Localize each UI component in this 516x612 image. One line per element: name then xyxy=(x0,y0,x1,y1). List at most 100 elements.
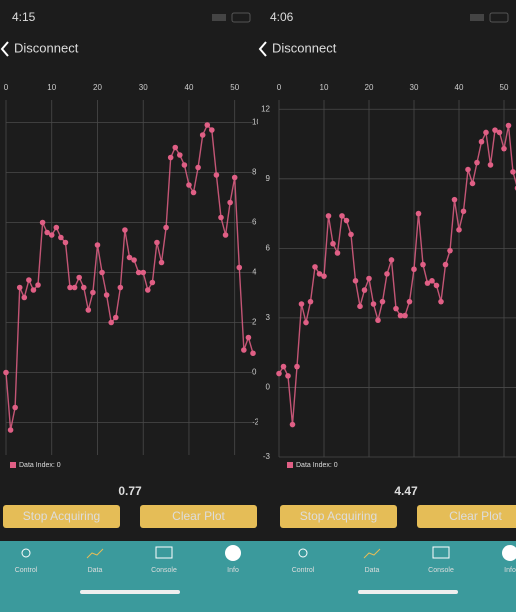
button[interactable] xyxy=(280,505,397,528)
data-point xyxy=(357,303,363,310)
tab-icon[interactable] xyxy=(363,548,381,559)
phone-screen: 4:15 Disconnect 0 10 20 30 40 50 -2 0 2 4 6 8 10 Data I… xyxy=(0,10,261,612)
data-point xyxy=(39,219,46,226)
button-label[interactable]: Stop Acquiring xyxy=(300,509,377,523)
data-point xyxy=(250,350,256,357)
data-point xyxy=(190,189,197,196)
data-point xyxy=(195,164,201,171)
data-point xyxy=(294,363,300,370)
button[interactable] xyxy=(140,505,257,528)
tab-label[interactable]: Console xyxy=(428,567,454,574)
y-tick-label: 9 xyxy=(266,174,271,183)
data-point xyxy=(181,162,188,168)
tab-icon[interactable] xyxy=(298,548,308,558)
legend-label: Data Index: 0 xyxy=(19,462,61,469)
reading-value: 4.47 xyxy=(394,484,418,498)
reading-value: 0.77 xyxy=(118,484,142,498)
data-point xyxy=(334,250,341,256)
data-point xyxy=(316,271,323,277)
x-tick-label: 20 xyxy=(365,83,374,92)
y-tick-label: 6 xyxy=(266,243,271,252)
data-point xyxy=(379,298,386,305)
data-point xyxy=(241,347,247,353)
legend-label: Data Index: 0 xyxy=(296,462,338,469)
tab-icon[interactable] xyxy=(21,548,31,558)
tab-icon[interactable] xyxy=(86,548,104,559)
data-point xyxy=(307,298,314,305)
data-point xyxy=(393,305,399,312)
data-point xyxy=(375,317,381,324)
data-point xyxy=(397,312,404,319)
data-point xyxy=(231,174,238,181)
tab-label[interactable]: Data xyxy=(365,567,380,574)
tab-label[interactable]: Console xyxy=(151,567,177,574)
status-time: 4:15 xyxy=(12,10,36,24)
data-point xyxy=(7,427,14,433)
data-point xyxy=(12,404,18,411)
legend-swatch xyxy=(10,462,16,468)
data-point xyxy=(80,284,87,291)
data-point xyxy=(321,273,327,279)
back-chevron[interactable] xyxy=(0,41,9,57)
data-point xyxy=(35,282,41,288)
data-point xyxy=(62,239,69,246)
data-point xyxy=(99,269,105,276)
nav-title[interactable]: Disconnect xyxy=(14,40,79,55)
button[interactable] xyxy=(417,505,516,528)
data-point xyxy=(361,287,368,293)
data-point xyxy=(451,196,458,203)
y-tick-label: 10 xyxy=(252,118,261,127)
data-point xyxy=(298,301,305,307)
data-point xyxy=(366,275,372,282)
data-point xyxy=(245,334,252,341)
data-point xyxy=(117,284,124,291)
y-tick-label: 6 xyxy=(252,218,257,227)
data-point xyxy=(144,287,151,293)
tab-label[interactable]: Info xyxy=(227,567,239,574)
button-label[interactable]: Stop Acquiring xyxy=(23,509,100,523)
back-chevron[interactable] xyxy=(258,41,267,57)
data-point xyxy=(289,421,296,428)
tab-label[interactable]: Info xyxy=(504,567,516,574)
tab-icon[interactable] xyxy=(155,546,173,559)
y-tick-label: 8 xyxy=(252,168,257,177)
data-point xyxy=(108,319,115,326)
x-tick-label: 50 xyxy=(230,83,239,92)
tab-label[interactable]: Control xyxy=(292,567,315,574)
data-point xyxy=(352,278,359,284)
battery-icon xyxy=(231,12,251,23)
data-point xyxy=(140,269,147,276)
x-tick-label: 20 xyxy=(93,83,102,92)
data-point xyxy=(204,122,211,128)
data-point xyxy=(496,129,503,136)
button-label[interactable]: Clear Plot xyxy=(449,509,502,523)
data-point xyxy=(213,172,220,178)
data-point xyxy=(67,284,73,291)
home-indicator xyxy=(80,590,180,594)
data-point xyxy=(429,278,435,284)
x-tick-label: 30 xyxy=(139,83,148,92)
x-tick-label: 30 xyxy=(410,83,419,92)
data-point xyxy=(154,239,160,246)
nav-title[interactable]: Disconnect xyxy=(272,40,337,55)
tab-label[interactable]: Data xyxy=(88,567,103,574)
data-point xyxy=(478,138,485,145)
data-point xyxy=(85,307,92,313)
y-tick-label: 0 xyxy=(252,368,257,377)
x-tick-label: 0 xyxy=(4,83,9,92)
tab-icon[interactable] xyxy=(502,545,516,561)
data-point xyxy=(424,280,431,286)
y-tick-label: 3 xyxy=(266,313,271,322)
data-point xyxy=(415,210,422,217)
button[interactable] xyxy=(3,505,120,528)
button-label[interactable]: Clear Plot xyxy=(172,509,225,523)
status-time: 4:06 xyxy=(270,10,294,24)
data-point xyxy=(492,127,498,133)
signal-icon xyxy=(212,14,226,21)
data-point xyxy=(285,373,291,379)
tab-icon[interactable] xyxy=(225,545,241,561)
data-point xyxy=(505,122,512,129)
tab-icon[interactable] xyxy=(432,546,450,559)
tab-label[interactable]: Control xyxy=(15,567,38,574)
